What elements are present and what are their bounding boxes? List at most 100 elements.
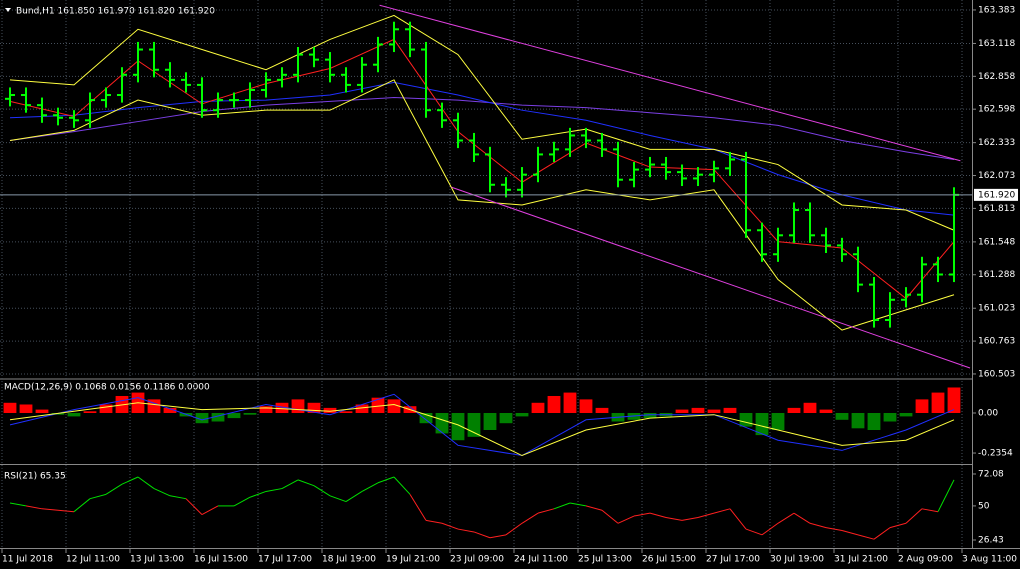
rsi-segment — [73, 498, 91, 513]
dropdown-icon — [5, 8, 11, 12]
histogram-bar — [851, 412, 865, 429]
histogram-bar — [83, 411, 97, 413]
indicator-line — [451, 186, 971, 369]
histogram-bar — [787, 407, 801, 413]
y-tick-label: 162.598 — [978, 105, 1015, 115]
y-tick-label: 162.073 — [978, 171, 1015, 181]
x-tick-label: 27 Jul 17:00 — [706, 555, 760, 565]
histogram-bar — [499, 412, 513, 424]
y-tick-label: 50 — [978, 501, 990, 511]
histogram-bar — [915, 399, 929, 413]
histogram-bar — [243, 412, 257, 415]
histogram-bar — [259, 406, 273, 413]
histogram-bar — [99, 404, 113, 413]
x-tick-label: 19 Jul 21:00 — [386, 555, 440, 565]
rsi-segment — [393, 476, 411, 495]
last-price-label: 161.920 — [978, 190, 1015, 200]
rsi-segment — [25, 505, 43, 510]
y-tick-label: 163.118 — [978, 39, 1015, 49]
x-tick-label: 16 Jul 15:00 — [194, 555, 248, 565]
histogram-bar — [291, 399, 305, 413]
rsi-segment — [169, 495, 187, 500]
histogram-bar — [675, 409, 689, 413]
rsi-segment — [937, 479, 955, 512]
histogram-bar — [339, 411, 353, 413]
y-tick-label: 162.333 — [978, 138, 1015, 148]
histogram-bar — [515, 412, 529, 417]
histogram-bar — [419, 412, 433, 424]
histogram-bar — [739, 412, 753, 427]
histogram-bar — [595, 407, 609, 413]
histogram-bar — [531, 402, 545, 413]
rsi-segment — [201, 505, 219, 516]
x-tick-label: 12 Jul 11:00 — [66, 555, 120, 565]
histogram-bar — [467, 412, 481, 437]
x-tick-label: 30 Jul 19:00 — [770, 555, 824, 565]
rsi-segment — [457, 528, 475, 533]
histogram-bar — [755, 412, 769, 436]
indicator-line — [9, 14, 955, 231]
y-tick-label: 161.023 — [978, 304, 1015, 314]
x-tick-label: 3 Aug 11:00 — [962, 555, 1017, 565]
histogram-bar — [195, 412, 209, 424]
x-tick-label: 2 Aug 09:00 — [898, 555, 953, 565]
rsi-segment — [585, 505, 603, 511]
histogram-bar — [563, 392, 577, 413]
histogram-bar — [371, 397, 385, 413]
histogram-bar — [723, 407, 737, 413]
histogram-bar — [3, 402, 17, 413]
indicator-line — [379, 4, 961, 162]
rsi-segment — [505, 522, 523, 536]
x-tick-label: 31 Jul 21:00 — [834, 555, 888, 565]
y-tick-label: 161.288 — [978, 270, 1015, 280]
histogram-bar — [355, 404, 369, 413]
last-price-box — [974, 188, 1018, 201]
indicator-line — [9, 402, 955, 457]
rsi-segment — [841, 530, 859, 536]
rsi-segment — [921, 508, 939, 513]
rsi-segment — [793, 512, 811, 524]
histogram-bar — [819, 409, 833, 413]
rsi-segment — [9, 502, 27, 507]
rsi-segment — [329, 495, 347, 503]
x-tick-label: 18 Jul 19:00 — [322, 555, 376, 565]
rsi-segment — [233, 496, 251, 507]
rsi-segment — [889, 522, 907, 529]
histogram-bar — [707, 409, 721, 413]
rsi-segment — [681, 516, 699, 521]
rsi-segment — [809, 522, 827, 529]
rsi-segment — [441, 522, 459, 530]
histogram-bar — [771, 412, 785, 431]
histogram-bar — [547, 395, 561, 413]
histogram-bar — [435, 412, 449, 434]
rsi-segment — [633, 512, 651, 517]
rsi-segment — [345, 491, 363, 502]
rsi-segment — [617, 515, 635, 524]
macd-title: MACD(12,26,9) 0.1068 0.0156 0.1186 0.000… — [4, 383, 210, 393]
rsi-segment — [697, 512, 715, 518]
histogram-bar — [307, 402, 321, 413]
histogram-bar — [227, 412, 241, 419]
rsi-segment — [153, 488, 171, 497]
rsi-segment — [553, 502, 571, 510]
rsi-segment — [537, 508, 555, 514]
histogram-bar — [163, 407, 177, 413]
x-tick-label: 23 Jul 09:00 — [450, 555, 504, 565]
histogram-bar — [579, 399, 593, 413]
chart-title: Bund,H1 161.850 161.970 161.820 161.920 — [16, 7, 215, 17]
x-tick-label: 26 Jul 15:00 — [642, 555, 696, 565]
indicator-line — [9, 393, 955, 457]
x-tick-label: 24 Jul 11:00 — [514, 555, 568, 565]
y-tick-label: 26.43 — [978, 536, 1004, 546]
rsi-segment — [729, 508, 747, 530]
rsi-segment — [185, 498, 203, 515]
histogram-bar — [387, 399, 401, 413]
indicator-line — [9, 79, 955, 331]
x-tick-label: 17 Jul 17:00 — [258, 555, 312, 565]
rsi-segment — [569, 502, 587, 507]
histogram-bar — [947, 387, 961, 413]
histogram-bar — [275, 402, 289, 413]
y-tick-label: 0.00 — [978, 408, 998, 418]
rsi-segment — [57, 509, 75, 513]
